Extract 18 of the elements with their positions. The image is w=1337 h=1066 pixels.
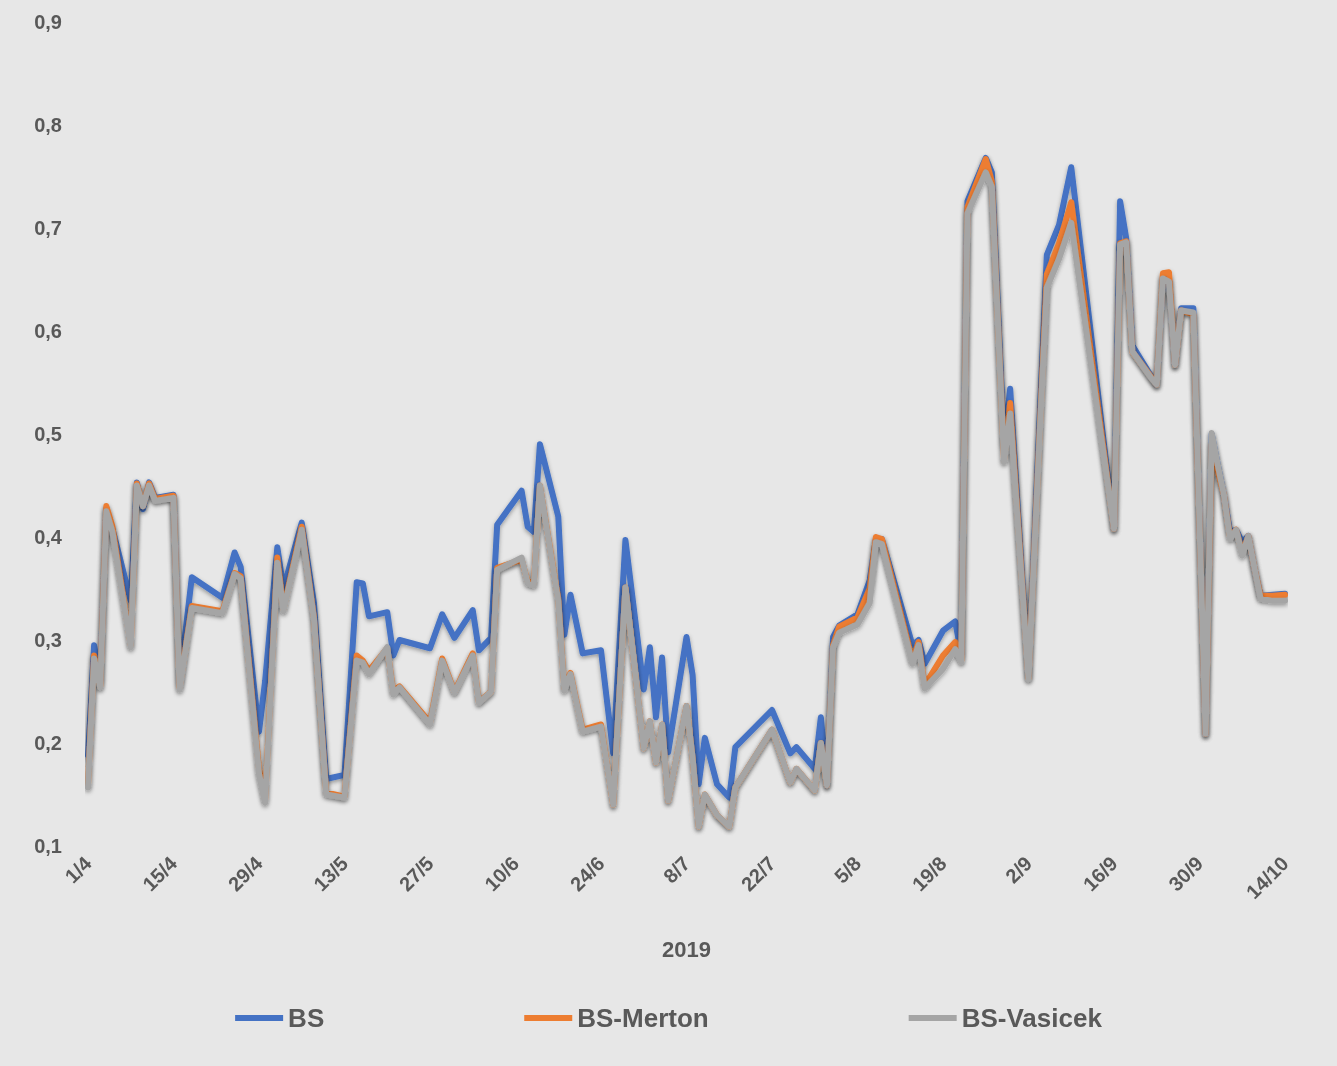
y-tick-label: 0,8 [34,114,62,136]
y-tick-label: 0,4 [34,526,63,548]
y-tick-label: 0,7 [34,217,62,239]
x-tick-label: 5/8 [830,852,866,888]
y-tick-label: 0,5 [34,423,62,445]
y-tick-label: 0,3 [34,629,62,651]
legend-label: BS [288,1003,325,1033]
legend-label: BS-Merton [577,1003,709,1033]
y-tick-label: 0,1 [34,835,62,857]
y-tick-label: 0,6 [34,320,62,342]
x-tick-label: 30/9 [1164,852,1208,896]
y-tick-label: 0,9 [34,11,62,33]
x-tick-label: 8/7 [659,852,695,888]
x-axis-title: 2019 [662,936,711,962]
y-tick-label: 0,2 [34,732,62,754]
x-tick-label: 2/9 [1001,852,1037,888]
legend-label: BS-Vasicek [961,1003,1103,1033]
x-tick-label: 1/4 [60,852,96,888]
